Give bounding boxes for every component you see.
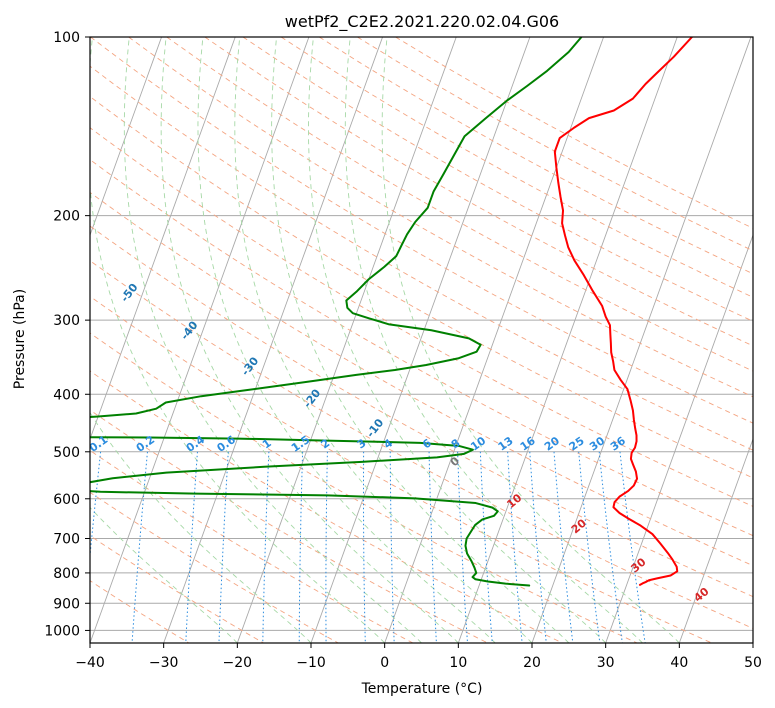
isotherm-line-20 [531,37,752,643]
dry-adiabat-140 [166,37,753,372]
moist-adiabat--20 [90,506,238,643]
isotherm-line-30 [605,233,753,643]
y-tick-label-200: 200 [53,209,80,225]
profiles [90,37,693,587]
y-tick-label-1000: 1000 [44,623,80,639]
moist-adiabat-35 [344,37,643,643]
x-tick-label-10: 10 [449,655,467,671]
dry-adiabat-150 [204,37,753,347]
mixing-ratio-line-36 [619,451,646,643]
y-tick-label-600: 600 [53,492,80,508]
background-lines [90,37,753,643]
dry-adiabat-130 [128,37,753,398]
mixing-ratio-line-20 [553,451,574,643]
mixing-ratio-line-13 [507,451,523,643]
y-tick-label-100: 100 [53,30,80,46]
moist-adiabat-30 [307,37,606,643]
y-tick-label-300: 300 [53,313,80,329]
isotherm-line--50 [90,37,236,441]
y-tick-label-900: 900 [53,596,80,612]
moist-adiabat-25 [271,37,570,643]
mixing-ratio-line-0.6 [218,451,229,643]
x-tick-label--40: −40 [75,655,105,671]
dry-adiabat-20 [90,370,563,643]
dry-adiabat-30 [90,332,638,643]
mixing-ratio-line-0.4 [185,451,198,643]
mixing-ratio-line-1.5 [298,451,304,643]
mixing-ratio-line-3 [363,451,366,643]
dry-adiabat-120 [90,37,753,424]
mixing-ratio-line-30 [598,451,623,643]
x-axis-label: Temperature (°C) [361,681,483,697]
mixing-ratio-line-1 [262,451,270,643]
dry-adiabat-40 [90,295,712,643]
x-tick-group: −40 −30 −20 −10 0 10 20 30 40 50 [75,643,762,671]
mixing-ratio-line-8 [457,451,469,643]
y-tick-group: 100 200 300 400 500 600 700 800 900 1000 [44,30,90,639]
dry-adiabat-110 [90,65,753,451]
mixing-ratio-line-10 [479,451,493,643]
isotherm-line-40 [678,437,753,643]
x-tick-label--10: −10 [296,655,326,671]
x-tick-label-30: 30 [597,655,615,671]
y-tick-label-500: 500 [53,445,80,461]
y-tick-label-400: 400 [53,387,80,403]
moist-adiabat-10 [160,37,459,643]
x-tick-label--30: −30 [149,655,179,671]
moist-adiabat-40 [381,37,680,643]
x-tick-label--20: −20 [223,655,253,671]
x-tick-label-50: 50 [744,655,762,671]
moist-adiabat-20 [234,37,533,643]
chart-title: wetPf2_C2E2.2021.220.02.04.G06 [285,12,559,32]
mixing-ratio-line-16 [529,451,547,643]
dry-adiabat-90 [90,127,753,507]
dry-adiabat-50 [90,260,753,629]
mixing-ratio-line-4 [389,451,395,643]
y-axis-label: Pressure (hPa) [12,289,28,389]
x-tick-label-20: 20 [523,655,541,671]
mixing-ratio-line-0.2 [131,451,148,643]
y-tick-label-800: 800 [53,566,80,582]
y-tick-label-700: 700 [53,532,80,548]
dry-adiabat-60 [90,225,753,598]
temperature-profile-line [553,37,693,586]
moist-adiabat-0 [90,37,385,643]
moist-adiabat-5 [123,37,422,643]
mixing-ratio-line-25 [578,451,601,643]
mixing-ratio-line-2 [325,451,328,643]
dry-adiabat--30 [90,580,190,643]
plot-frame [89,36,754,644]
dry-adiabat-10 [90,409,488,643]
x-tick-label-40: 40 [670,655,688,671]
dewpoint-profile-line [90,37,583,587]
mixing-ratio-line-6 [428,451,437,643]
moist-adiabat-15 [197,37,496,643]
x-tick-label-0: 0 [380,655,389,671]
dry-adiabat--20 [90,535,264,643]
